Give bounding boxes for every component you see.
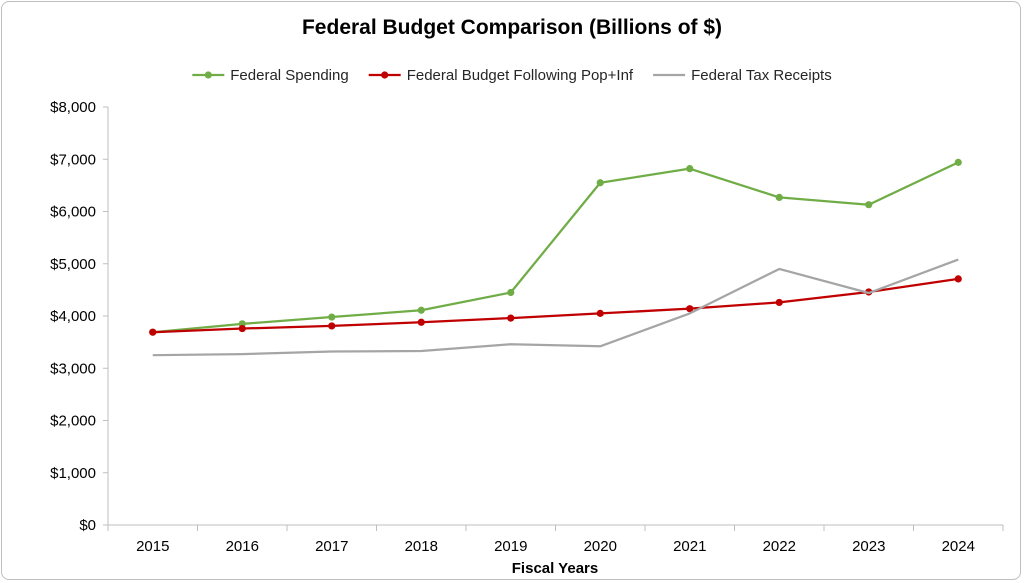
axes: $0 $1,000 $2,000 $3,000 $4,000 $5,000 $6,000 $7… xyxy=(50,99,1004,555)
data-point xyxy=(507,314,515,322)
legend-item: Federal Spending xyxy=(192,67,349,84)
legend-label: Federal Spending xyxy=(230,67,348,84)
data-point xyxy=(328,313,336,321)
data-point xyxy=(596,179,604,187)
x-tick-label: 2016 xyxy=(226,538,259,555)
y-tick-label: $2,000 xyxy=(50,413,96,430)
series-line xyxy=(152,258,959,357)
x-tick-label: 2024 xyxy=(942,538,975,555)
y-tick-label: $4,000 xyxy=(50,308,96,325)
data-point xyxy=(417,306,425,314)
data-point xyxy=(686,305,694,313)
x-tick-label: 2019 xyxy=(494,538,527,555)
x-tick-label: 2023 xyxy=(852,538,885,555)
x-axis-title: Fiscal Years xyxy=(512,560,598,577)
data-point xyxy=(328,322,336,330)
data-point xyxy=(775,193,783,201)
x-tick-label: 2018 xyxy=(405,538,438,555)
legend-item: Federal Tax Receipts xyxy=(653,67,832,84)
data-point xyxy=(686,165,694,173)
data-point xyxy=(149,328,157,336)
x-tick-label: 2022 xyxy=(763,538,796,555)
y-tick-label: $3,000 xyxy=(50,360,96,377)
series-line xyxy=(152,277,959,334)
data-point xyxy=(507,288,515,297)
legend-swatch-marker xyxy=(204,71,212,79)
x-tick-label: 2021 xyxy=(673,538,706,555)
x-tick-label: 2020 xyxy=(584,538,617,555)
data-point xyxy=(238,324,246,333)
data-point xyxy=(596,309,604,317)
legend-swatch-marker xyxy=(381,71,389,79)
x-tick-label: 2015 xyxy=(136,538,169,555)
y-tick-label: $8,000 xyxy=(50,99,96,116)
legend-label: Federal Tax Receipts xyxy=(691,67,832,84)
series-3 xyxy=(152,258,959,357)
data-point xyxy=(954,158,962,166)
series-2 xyxy=(149,275,962,336)
data-point xyxy=(865,201,873,209)
y-tick-label: $6,000 xyxy=(50,204,96,221)
x-tick-label: 2017 xyxy=(315,538,348,555)
series-line xyxy=(152,161,959,334)
y-tick-label: $1,000 xyxy=(50,465,96,482)
series-1 xyxy=(149,158,962,336)
legend: Federal Spending Federal Budget Following… xyxy=(192,67,832,84)
data-point xyxy=(775,298,783,307)
legend-item: Federal Budget Following Pop+Inf xyxy=(368,67,634,84)
series-layer xyxy=(149,158,962,357)
chart-title: Federal Budget Comparison (Billions of $… xyxy=(302,16,722,39)
data-point xyxy=(417,318,425,326)
legend-label: Federal Budget Following Pop+Inf xyxy=(407,67,634,84)
y-tick-label: $0 xyxy=(79,517,96,534)
y-tick-label: $5,000 xyxy=(50,256,96,273)
y-tick-label: $7,000 xyxy=(50,151,96,168)
data-point xyxy=(954,275,962,283)
